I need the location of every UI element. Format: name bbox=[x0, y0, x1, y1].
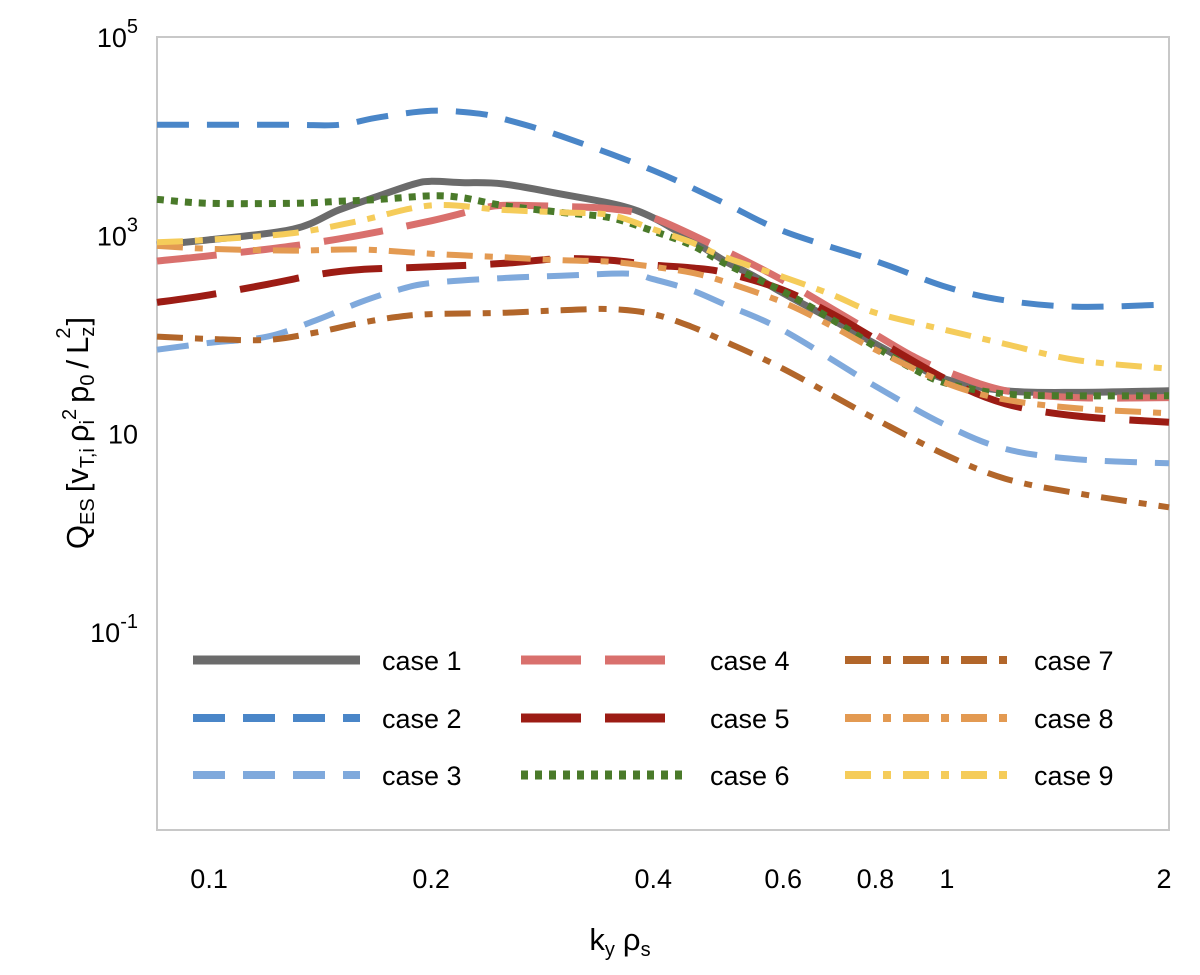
y-tick-label: 105 bbox=[97, 16, 138, 53]
series-line-case-8 bbox=[156, 242, 1170, 417]
series-line-case-4 bbox=[156, 201, 1170, 402]
x-tick-label: 1 bbox=[939, 864, 954, 894]
legend-item-case-6: case 6 bbox=[521, 761, 790, 791]
y-tick-label: 10-1 bbox=[90, 611, 138, 648]
x-tick-label: 0.8 bbox=[857, 864, 895, 894]
series-line-case-2 bbox=[156, 107, 1170, 310]
legend-item-case-7: case 7 bbox=[845, 646, 1114, 676]
legend-item-case-5: case 5 bbox=[521, 704, 790, 734]
x-tick-label: 2 bbox=[1156, 864, 1171, 894]
plot-area-frame bbox=[156, 36, 1170, 831]
legend-label: case 6 bbox=[710, 761, 790, 791]
legend-label: case 1 bbox=[382, 646, 462, 676]
x-tick-label: 0.6 bbox=[764, 864, 802, 894]
legend-item-case-8: case 8 bbox=[845, 704, 1114, 734]
series-line-case-7 bbox=[156, 305, 1170, 511]
legend-item-case-3: case 3 bbox=[193, 761, 462, 791]
x-tick-label: 0.4 bbox=[635, 864, 673, 894]
x-tick-label: 0.1 bbox=[190, 864, 228, 894]
legend-item-case-1: case 1 bbox=[193, 646, 462, 676]
x-tick-label: 0.2 bbox=[412, 864, 450, 894]
legend-label: case 9 bbox=[1034, 761, 1114, 791]
y-tick-label: 103 bbox=[97, 214, 138, 251]
series-line-case-3 bbox=[156, 270, 1170, 467]
legend-label: case 8 bbox=[1034, 704, 1114, 734]
legend-item-case-4: case 4 bbox=[521, 646, 790, 676]
legend-label: case 3 bbox=[382, 761, 462, 791]
series-line-case-1 bbox=[156, 177, 1170, 396]
x-axis-label: ky ρs bbox=[589, 922, 650, 961]
y-axis-label: QES[vT,iρi2p0/Lz2] bbox=[53, 317, 99, 549]
y-tick-label: 10 bbox=[108, 420, 138, 450]
legend-item-case-2: case 2 bbox=[193, 704, 462, 734]
y-axis-ticks: 10-1 10 103 105 bbox=[90, 16, 138, 648]
x-axis-ticks: 0.1 0.2 0.4 0.6 0.8 1 2 bbox=[190, 864, 1171, 894]
legend-label: case 4 bbox=[710, 646, 790, 676]
legend-label: case 7 bbox=[1034, 646, 1114, 676]
legend: case 1 case 2 case 3 case 4 case 5 case 6 case… bbox=[193, 646, 1114, 791]
legend-label: case 2 bbox=[382, 704, 462, 734]
legend-label: case 5 bbox=[710, 704, 790, 734]
series-line-case-9 bbox=[156, 202, 1170, 372]
series-lines bbox=[156, 107, 1170, 511]
legend-item-case-9: case 9 bbox=[845, 761, 1114, 791]
